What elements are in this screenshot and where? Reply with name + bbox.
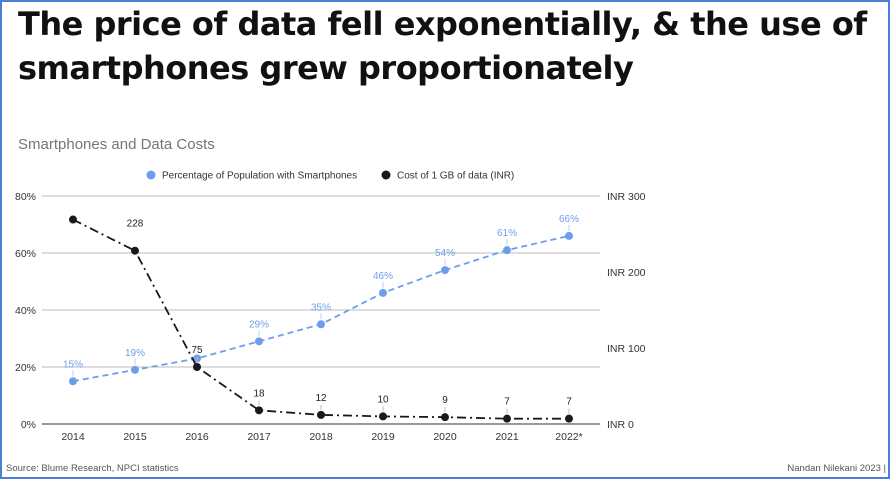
data-label: 9	[442, 395, 448, 406]
slide-title: The price of data fell exponentially, & …	[18, 2, 888, 90]
data-label: 18	[253, 388, 265, 399]
data-point	[379, 412, 387, 421]
y-left-tick-label: 80%	[15, 191, 36, 203]
data-label: 66%	[559, 214, 579, 225]
x-tick-label: 2021	[495, 431, 519, 443]
y-right-tick-label: INR 200	[607, 267, 646, 279]
x-tick-label: 2015	[123, 431, 147, 443]
data-label: 54%	[435, 248, 455, 259]
y-left-tick-label: 0%	[21, 419, 36, 431]
y-right-tick-label: INR 100	[607, 343, 646, 355]
x-tick-label: 2016	[185, 431, 209, 443]
data-point	[379, 288, 387, 297]
x-tick-label: 2019	[371, 431, 395, 443]
y-left-tick-label: 40%	[15, 305, 36, 317]
legend-marker	[381, 170, 391, 180]
legend-label: Percentage of Population with Smartphone…	[162, 171, 357, 182]
x-tick-label: 2014	[61, 431, 85, 443]
legend-label: Cost of 1 GB of data (INR)	[397, 171, 514, 182]
y-right-tick-label: INR 0	[607, 419, 634, 431]
data-label: 7	[504, 397, 510, 408]
data-label: 7	[566, 397, 572, 408]
data-label: 15%	[63, 359, 83, 370]
data-point	[69, 215, 77, 224]
y-right-tick-label: INR 300	[607, 191, 646, 203]
x-tick-label: 2017	[247, 431, 271, 443]
data-point	[441, 413, 449, 422]
slide-title-line-1: The price of data fell exponentially, & …	[18, 5, 867, 43]
x-tick-label: 2018	[309, 431, 333, 443]
data-point	[503, 414, 511, 423]
author-credit: Nandan Nilekani 2023 |	[787, 463, 886, 474]
y-left-tick-label: 20%	[15, 362, 36, 374]
data-point	[193, 363, 201, 371]
data-point	[317, 320, 325, 329]
x-tick-label: 2022*	[555, 431, 582, 443]
data-point	[131, 246, 139, 255]
data-point	[255, 406, 263, 415]
source-note: Source: Blume Research, NPCI statistics	[6, 463, 179, 474]
data-label: 12	[315, 393, 327, 404]
data-point	[255, 337, 263, 346]
data-point	[69, 377, 77, 386]
slide-title-line-2: smartphones grew proportionately	[18, 49, 634, 87]
data-label: 228	[127, 219, 144, 230]
data-label: 10	[377, 394, 389, 405]
data-point	[503, 246, 511, 255]
x-tick-label: 2020	[433, 431, 457, 443]
data-point	[131, 365, 139, 374]
data-point	[317, 410, 325, 419]
data-label: 75	[191, 345, 203, 356]
legend-marker	[146, 170, 156, 180]
chart-title: Smartphones and Data Costs	[18, 136, 215, 153]
data-point	[565, 414, 573, 423]
data-point	[565, 231, 573, 240]
data-label: 35%	[311, 302, 331, 313]
data-label: 19%	[125, 348, 145, 359]
y-left-tick-label: 60%	[15, 248, 36, 260]
data-label: 61%	[497, 228, 517, 239]
data-point	[441, 266, 449, 275]
data-label: 46%	[373, 271, 393, 282]
data-label: 29%	[249, 319, 269, 330]
